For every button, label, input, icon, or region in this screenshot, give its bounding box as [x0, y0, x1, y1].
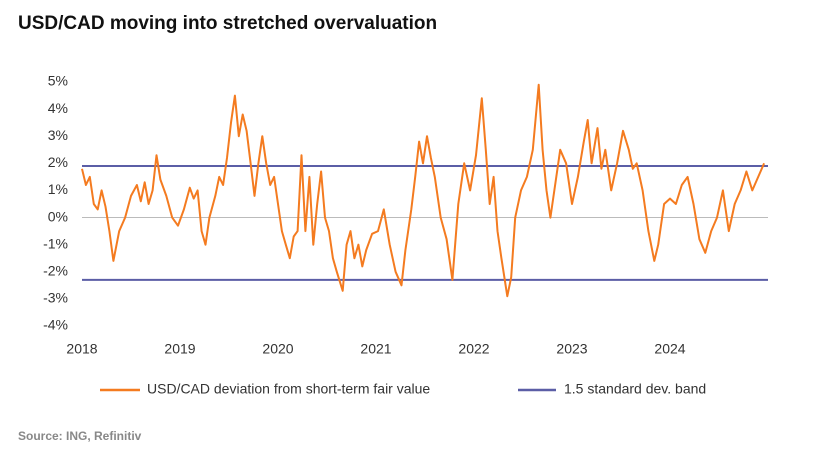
- y-tick-label: -1%: [43, 235, 68, 251]
- y-tick-label: 1%: [48, 181, 68, 197]
- x-tick-label: 2022: [458, 341, 489, 357]
- y-tick-label: 4%: [48, 100, 68, 116]
- series-line: [81, 83, 766, 298]
- y-tick-label: 2%: [48, 154, 68, 170]
- y-tick-label: -4%: [43, 317, 68, 333]
- source: Source: ING, Refinitiv: [18, 429, 142, 443]
- x-tick-label: 2020: [262, 341, 293, 357]
- x-tick-label: 2021: [360, 341, 391, 357]
- legend-label: 1.5 standard dev. band: [564, 381, 706, 397]
- chart-title: USD/CAD moving into stretched overvaluat…: [18, 13, 437, 34]
- y-tick-label: 0%: [48, 208, 68, 224]
- y-tick-label: 5%: [48, 73, 68, 89]
- y-tick-label: -3%: [43, 290, 68, 306]
- x-tick-label: 2023: [556, 341, 587, 357]
- y-tick-label: -2%: [43, 262, 68, 278]
- legend-label: USD/CAD deviation from short-term fair v…: [147, 381, 430, 397]
- x-tick-label: 2018: [66, 341, 97, 357]
- x-tick-label: 2024: [654, 341, 685, 357]
- x-tick-label: 2019: [164, 341, 195, 357]
- y-tick-label: 3%: [48, 127, 68, 143]
